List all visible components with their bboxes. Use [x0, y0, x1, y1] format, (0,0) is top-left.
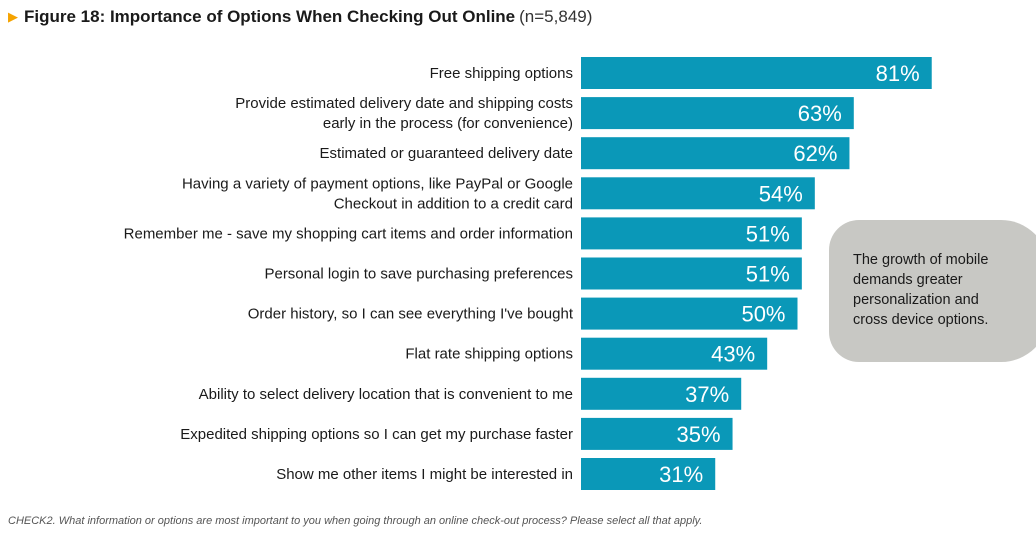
bar-value-label: 51%	[746, 262, 790, 287]
category-label-line: Estimated or guaranteed delivery date	[320, 145, 573, 162]
bar-10	[581, 417, 733, 450]
category-label-line: Remember me - save my shopping cart item…	[124, 225, 573, 242]
callout-text: The growth of mobile demands greater per…	[853, 252, 989, 328]
bar-value-label: 81%	[876, 61, 920, 86]
bar-value-label: 63%	[798, 101, 842, 126]
bar-value-label: 54%	[759, 181, 803, 206]
category-label: Flat rate shipping options	[405, 346, 573, 363]
bar-7	[581, 297, 798, 330]
bar-1	[581, 57, 932, 89]
category-label: Remember me - save my shopping cart item…	[124, 225, 573, 242]
category-label-line: Ability to select delivery location that…	[199, 386, 573, 403]
bar-chart: 81% Free shipping options 63% Provide estim…	[124, 57, 932, 490]
bar-3	[581, 137, 850, 170]
bar-11	[581, 458, 716, 490]
category-label: Show me other items I might be intereste…	[276, 466, 573, 483]
category-label-line: Expedited shipping options so I can get …	[180, 426, 573, 443]
category-label-line: Order history, so I can see everything I…	[248, 306, 574, 323]
callout-box: The growth of mobile demands greater per…	[829, 220, 1036, 362]
chart-sample-size: (n=5,849)	[519, 7, 593, 26]
bar-2	[581, 97, 854, 130]
bar-8	[581, 337, 768, 370]
category-label: Expedited shipping options so I can get …	[180, 426, 573, 443]
category-label: Personal login to save purchasing prefer…	[264, 266, 573, 283]
bar-value-label: 50%	[741, 302, 785, 327]
bar-5	[581, 217, 802, 250]
bar-9	[581, 377, 742, 410]
survey-question-footnote: CHECK2. What information or options are …	[8, 515, 703, 527]
category-label-line: Flat rate shipping options	[405, 346, 573, 363]
chart-title: ▶ Figure 18: Importance of Options When C…	[8, 7, 592, 27]
bar-value-label: 35%	[677, 422, 721, 447]
category-label-line: Personal login to save purchasing prefer…	[264, 266, 573, 283]
category-label-line: Having a variety of payment options, lik…	[182, 175, 573, 192]
category-label-line: Checkout in addition to a credit card	[334, 195, 573, 212]
category-label: Order history, so I can see everything I…	[248, 306, 574, 323]
bar-value-label: 43%	[711, 342, 755, 367]
category-label: Free shipping options	[430, 65, 573, 82]
bar-value-label: 51%	[746, 221, 790, 246]
category-label-line: Provide estimated delivery date and ship…	[235, 95, 573, 112]
bar-6	[581, 257, 802, 290]
bar-value-label: 37%	[685, 382, 729, 407]
category-label-line: early in the process (for convenience)	[323, 115, 573, 132]
category-label: Estimated or guaranteed delivery date	[320, 145, 573, 162]
category-label: Ability to select delivery location that…	[199, 386, 573, 403]
bar-value-label: 31%	[659, 462, 703, 487]
category-label-line: Show me other items I might be intereste…	[276, 466, 573, 483]
category-label: Provide estimated delivery date and ship…	[235, 95, 573, 132]
bar-value-label: 62%	[793, 141, 837, 166]
chart-title-main: Figure 18: Importance of Options When Ch…	[24, 7, 516, 26]
category-label-line: Free shipping options	[430, 65, 573, 82]
bar-4	[581, 177, 815, 210]
triangle-right-icon: ▶	[8, 9, 18, 24]
category-label: Having a variety of payment options, lik…	[182, 175, 573, 212]
